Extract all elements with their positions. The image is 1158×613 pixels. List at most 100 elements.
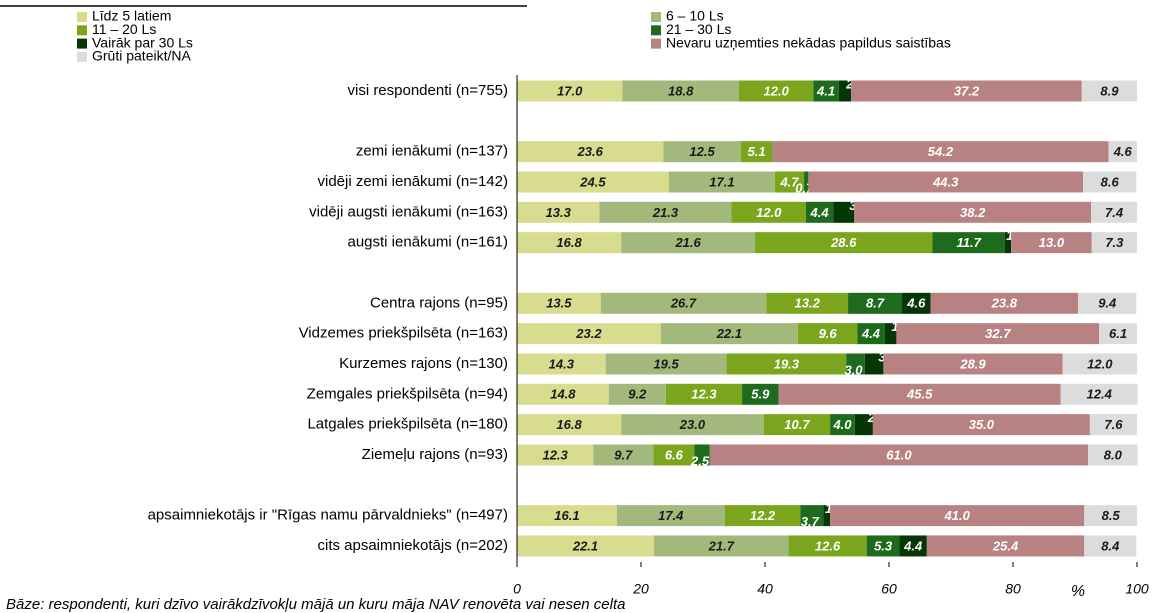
value-label: 16.8	[556, 417, 582, 432]
value-label: 12.2	[750, 508, 776, 523]
bar-segment	[805, 201, 834, 223]
value-label: 3.7	[801, 514, 820, 529]
bar-segment	[932, 232, 1005, 254]
bar-segment	[854, 414, 873, 436]
bar-segment	[1088, 444, 1138, 466]
bar-segment	[742, 383, 779, 405]
value-label: 4.4	[861, 326, 881, 341]
value-label: 13.0	[1039, 235, 1065, 250]
value-label: 12.3	[691, 387, 717, 402]
bar-segment	[517, 353, 606, 375]
value-label: 16.1	[554, 508, 579, 523]
bar-segment	[854, 201, 1092, 223]
bar-segment	[883, 353, 1063, 375]
value-label: 12.0	[1087, 356, 1113, 371]
bar-segment	[800, 505, 824, 527]
value-label: 4.6	[1113, 144, 1133, 159]
bar-segment	[517, 414, 622, 436]
x-tick-label: 100	[1125, 581, 1149, 597]
bar-segment	[616, 505, 725, 527]
value-label: 7.6	[1104, 417, 1123, 432]
bar-segment	[1084, 505, 1137, 527]
category-label: visi respondenti (n=755)	[347, 82, 508, 99]
value-label: 12.0	[756, 205, 782, 220]
value-label: 12.6	[815, 538, 841, 553]
bar-segment	[896, 323, 1100, 345]
bar-segment	[724, 505, 801, 527]
bar-segment	[517, 505, 617, 527]
value-label: 10.7	[784, 417, 810, 432]
bar-segment	[1083, 171, 1137, 193]
value-label: 21.3	[652, 205, 679, 220]
value-label: 4.6	[906, 296, 926, 311]
value-label: 22.1	[572, 538, 598, 553]
bar-segment	[694, 444, 710, 466]
category-label: augsti ienākumi (n=161)	[347, 234, 508, 251]
bar-segment	[608, 383, 666, 405]
value-label: 5.1	[748, 144, 766, 159]
value-label: 54.2	[928, 144, 954, 159]
legend-label: Grūti pateikt/NA	[92, 48, 191, 64]
bar-segment	[778, 383, 1061, 405]
value-label: 44.3	[932, 174, 959, 189]
legend-label: Vairāk par 30 Ls	[92, 34, 193, 50]
value-label: 11.7	[956, 235, 981, 250]
bar-segment	[813, 80, 839, 102]
bar-segment	[1081, 80, 1137, 102]
bar-segment	[600, 292, 767, 314]
bar-segment	[846, 353, 865, 375]
value-label: 5.3	[874, 538, 893, 553]
bar-segment	[517, 323, 661, 345]
value-label: 7.4	[1105, 205, 1124, 220]
category-label: vidēji zemi ienākumi (n=142)	[317, 173, 508, 190]
value-label: 4.4	[810, 205, 830, 220]
value-label: 8.9	[1100, 83, 1119, 98]
value-label: 28.6	[830, 235, 857, 250]
bar-segment	[755, 232, 933, 254]
bar-segment	[1099, 323, 1137, 345]
value-label: 38.2	[960, 205, 986, 220]
bar-segment	[1091, 232, 1137, 254]
bar-segment	[517, 292, 601, 314]
value-label: 12.5	[689, 144, 715, 159]
bar-segment	[1078, 292, 1137, 314]
bar-segment	[833, 201, 855, 223]
bar-segment	[830, 414, 855, 436]
value-label: 9.6	[819, 326, 838, 341]
bar-segment	[731, 201, 806, 223]
value-label: 12.4	[1087, 387, 1113, 402]
value-label: 4.1	[816, 83, 835, 98]
value-label: 23.6	[577, 144, 604, 159]
bar-segment	[788, 535, 867, 557]
value-label: 9.2	[628, 387, 647, 402]
value-label: 61.0	[886, 447, 912, 462]
value-label: 19.3	[774, 356, 800, 371]
note: Bāze: respondenti, kuri dzīvo vairākdzīv…	[6, 596, 626, 613]
bar-segment	[830, 505, 1085, 527]
value-label: 2.5	[690, 453, 710, 468]
value-label: 25.4	[992, 538, 1019, 553]
value-label: 41.0	[944, 508, 971, 523]
bar-segment	[808, 171, 1084, 193]
bar-segment	[763, 414, 831, 436]
bar-segment	[605, 353, 727, 375]
value-label: 8.4	[1101, 538, 1120, 553]
bar-segment	[517, 171, 669, 193]
bar-segment	[621, 414, 764, 436]
bar-segment	[857, 323, 885, 345]
bar-segment	[709, 444, 1089, 466]
legend-label: Līdz 5 latiem	[92, 8, 171, 24]
legend-label: Nevaru uzņemties nekādas papildus saistī…	[666, 34, 951, 50]
value-label: 5.9	[751, 387, 770, 402]
value-label: 14.3	[549, 356, 575, 371]
bar-segment	[884, 323, 897, 345]
bar-segment	[663, 141, 741, 163]
bar-segment	[668, 171, 775, 193]
value-label: 4.7	[779, 174, 799, 189]
bar-segment	[851, 80, 1082, 102]
bar-segment	[517, 383, 609, 405]
value-label: 35.0	[969, 417, 995, 432]
bar-segment	[517, 141, 664, 163]
bar-segment	[926, 535, 1085, 557]
